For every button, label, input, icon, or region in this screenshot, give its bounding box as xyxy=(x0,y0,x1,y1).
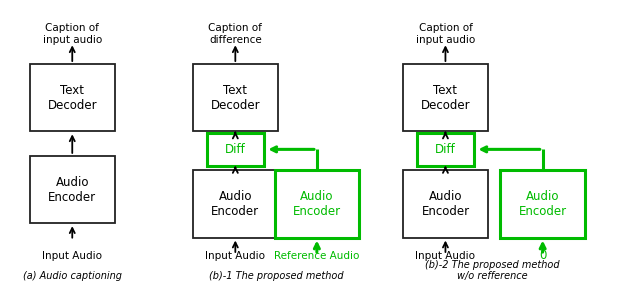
Text: (b)-2 The proposed method
w/o refference: (b)-2 The proposed method w/o refference xyxy=(425,260,560,282)
Text: Audio
Encoder: Audio Encoder xyxy=(518,190,566,218)
Text: Diff: Diff xyxy=(225,143,246,156)
Text: Audio
Encoder: Audio Encoder xyxy=(293,190,341,218)
FancyBboxPatch shape xyxy=(417,133,474,166)
FancyBboxPatch shape xyxy=(275,170,359,238)
Text: Text
Decoder: Text Decoder xyxy=(211,84,260,112)
FancyBboxPatch shape xyxy=(207,133,264,166)
Text: Audio
Encoder: Audio Encoder xyxy=(421,190,470,218)
Text: Text
Decoder: Text Decoder xyxy=(47,84,97,112)
FancyBboxPatch shape xyxy=(403,64,488,132)
Text: Input Audio: Input Audio xyxy=(415,251,476,260)
Text: Input Audio: Input Audio xyxy=(205,251,266,260)
FancyBboxPatch shape xyxy=(30,64,115,132)
Text: 0: 0 xyxy=(539,249,547,262)
Text: Caption of
input audio: Caption of input audio xyxy=(43,23,102,45)
FancyBboxPatch shape xyxy=(193,170,278,238)
Text: (a) Audio captioning: (a) Audio captioning xyxy=(23,271,122,282)
FancyBboxPatch shape xyxy=(193,64,278,132)
FancyBboxPatch shape xyxy=(30,156,115,223)
Text: Audio
Encoder: Audio Encoder xyxy=(211,190,259,218)
Text: Reference Audio: Reference Audio xyxy=(274,251,360,260)
Text: Input Audio: Input Audio xyxy=(42,251,102,260)
Text: (b)-1 The proposed method: (b)-1 The proposed method xyxy=(209,271,344,282)
Text: Text
Decoder: Text Decoder xyxy=(420,84,470,112)
Text: Caption of
input audio: Caption of input audio xyxy=(416,23,475,45)
Text: Audio
Encoder: Audio Encoder xyxy=(48,176,96,204)
FancyBboxPatch shape xyxy=(500,170,585,238)
Text: Caption of
difference: Caption of difference xyxy=(209,23,262,45)
Text: Diff: Diff xyxy=(435,143,456,156)
FancyBboxPatch shape xyxy=(403,170,488,238)
